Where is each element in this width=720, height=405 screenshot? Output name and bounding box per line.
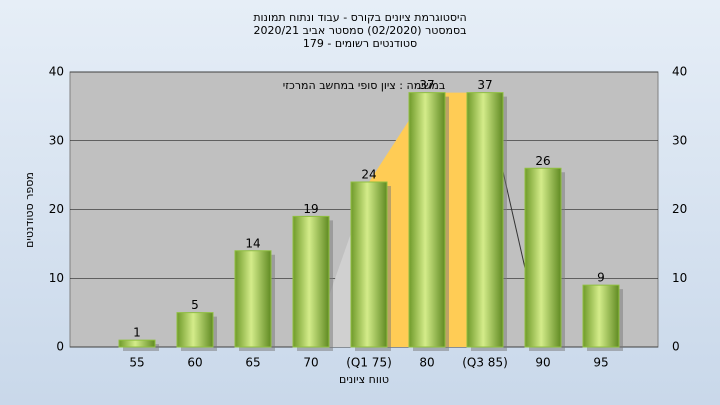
y-tick-label: 40 [49, 65, 64, 79]
y-axis-label: מספר סטודנטים [23, 172, 36, 248]
y2-tick-label: 20 [672, 202, 687, 216]
data-label: 1 [133, 326, 141, 340]
x-tick-label: 95 [593, 356, 608, 370]
x-tick-label: 60 [187, 356, 202, 370]
bar-shadow [123, 344, 159, 351]
data-label: 37 [477, 78, 492, 92]
x-tick-label: 65 [245, 356, 260, 370]
annotation: במשימה : ציון סופי במחשב המרכזי [283, 79, 446, 92]
bar [524, 167, 562, 348]
y-tick-label: 20 [49, 202, 64, 216]
y-tick-label: 0 [56, 340, 64, 354]
bar [176, 312, 214, 348]
bar [118, 339, 156, 348]
data-label: 24 [361, 168, 376, 182]
chart-subtitle: סטודנטים רשומים - 179 [303, 37, 417, 50]
chart-title: היסטוגרמת ציונים בקורס - עבוד ונתוח תמונ… [253, 11, 466, 24]
data-label: 5 [191, 298, 199, 312]
data-label: 26 [535, 154, 550, 168]
chart-subtitle: בסמסטר (02/2020) סמסטר אביב 2020/21 [253, 24, 466, 37]
y-tick-label: 10 [49, 271, 64, 285]
bar [466, 92, 504, 348]
data-label: 14 [245, 236, 260, 250]
y2-tick-label: 10 [672, 271, 687, 285]
x-tick-label: 80 [419, 356, 434, 370]
y-tick-label: 30 [49, 133, 64, 147]
bar [582, 284, 620, 348]
x-tick-label: 90 [535, 356, 550, 370]
x-tick-label: 55 [129, 356, 144, 370]
bar [408, 92, 446, 348]
data-label: 9 [597, 271, 605, 285]
x-tick-label: (Q3 85) [462, 356, 508, 370]
data-label: 19 [303, 202, 318, 216]
x-tick-label: (Q1 75) [346, 356, 392, 370]
bar [292, 215, 330, 348]
bar [234, 250, 272, 348]
y2-tick-label: 30 [672, 133, 687, 147]
y2-tick-label: 40 [672, 65, 687, 79]
y2-tick-label: 0 [672, 340, 680, 354]
x-axis-label: טווח ציונים [339, 373, 389, 386]
bar [350, 181, 388, 348]
data-label: 37 [419, 78, 434, 92]
x-tick-label: 70 [303, 356, 318, 370]
